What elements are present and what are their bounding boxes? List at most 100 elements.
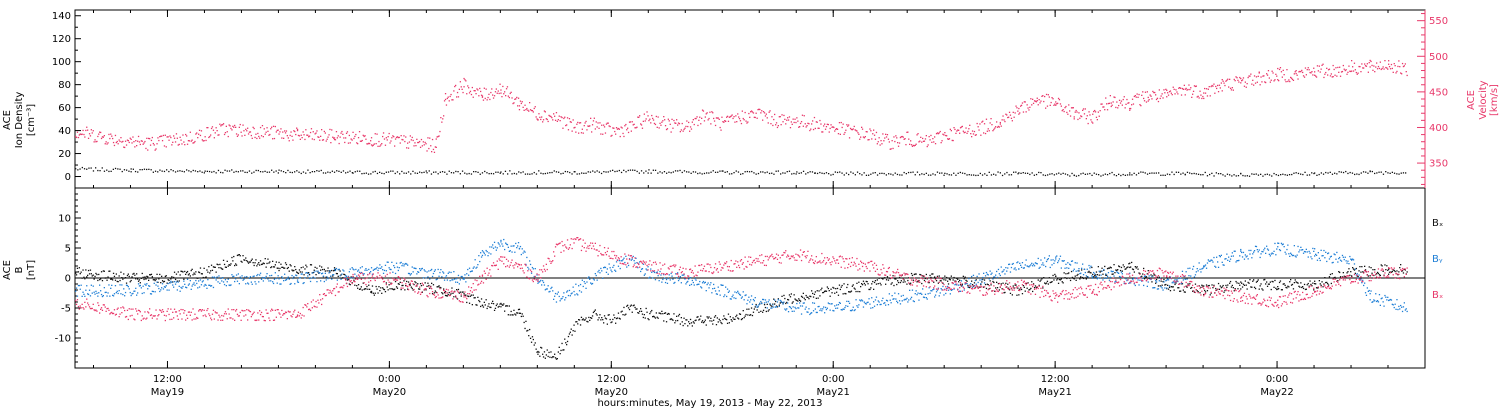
bx-point	[762, 312, 763, 313]
velocity-point	[190, 132, 191, 133]
velocity-point	[376, 143, 377, 144]
velocity-point	[576, 124, 577, 125]
velocity-point	[1090, 119, 1091, 120]
density-point	[610, 170, 611, 171]
velocity-point	[1329, 69, 1330, 70]
density-point	[327, 172, 328, 173]
bx-point	[251, 260, 252, 261]
velocity-point	[552, 119, 553, 120]
bx-point	[829, 290, 830, 291]
density-point	[1358, 174, 1359, 175]
by-point	[680, 276, 681, 277]
velocity-point	[867, 131, 868, 132]
velocity-point	[104, 135, 105, 136]
by-point	[808, 308, 809, 309]
bx-point	[482, 305, 483, 306]
velocity-point	[168, 140, 169, 141]
velocity-point	[692, 122, 693, 123]
velocity-point	[1383, 68, 1384, 69]
velocity-point	[916, 144, 917, 145]
density-point	[497, 172, 498, 173]
density-point	[1196, 173, 1197, 174]
velocity-point	[229, 125, 230, 126]
velocity-point	[1077, 119, 1078, 120]
density-point	[503, 173, 504, 174]
bx-point	[387, 286, 388, 287]
bx-point	[1038, 279, 1039, 280]
velocity-point	[703, 110, 704, 111]
by-point	[187, 279, 188, 280]
velocity-point	[1361, 63, 1362, 64]
bx-point	[784, 298, 785, 299]
by-point	[600, 268, 601, 269]
velocity-point	[1094, 110, 1095, 111]
density-point	[1396, 173, 1397, 174]
bx-point	[426, 286, 427, 287]
by-point	[1073, 270, 1074, 271]
velocity-point	[442, 118, 443, 119]
bx-point	[1121, 267, 1122, 268]
velocity-point	[636, 127, 637, 128]
velocity-point	[1164, 92, 1165, 93]
by-point	[976, 284, 977, 285]
bx-point	[82, 278, 83, 279]
bx-point	[650, 311, 651, 312]
velocity-point	[1216, 88, 1217, 89]
by-point	[391, 262, 392, 263]
bx-point	[570, 332, 571, 333]
velocity-point	[420, 147, 421, 148]
by-point	[906, 298, 907, 299]
bx-point	[1295, 279, 1296, 280]
by-point	[161, 287, 162, 288]
velocity-point	[320, 136, 321, 137]
bx-point	[189, 273, 190, 274]
bx-point	[1137, 269, 1138, 270]
by-point	[623, 258, 624, 259]
bx-point	[792, 303, 793, 304]
velocity-point	[1370, 61, 1371, 62]
bx-point	[1215, 288, 1216, 289]
velocity-point	[403, 135, 404, 136]
velocity-point	[479, 88, 480, 89]
bx-point	[1097, 274, 1098, 275]
density-point	[1176, 172, 1177, 173]
bx-point	[1034, 287, 1035, 288]
bx-point	[1223, 292, 1224, 293]
bx-point	[549, 357, 550, 358]
velocity-point	[347, 131, 348, 132]
density-point	[1343, 172, 1344, 173]
velocity-point	[245, 129, 246, 130]
by-point	[482, 250, 483, 251]
velocity-tick-label: 550	[1429, 16, 1448, 27]
bx-point	[1055, 276, 1056, 277]
density-point	[442, 171, 443, 172]
velocity-point	[209, 136, 210, 137]
bx-point	[524, 322, 525, 323]
bx-point	[744, 317, 745, 318]
bx-point	[158, 278, 159, 279]
by-point	[110, 288, 111, 289]
density-tick-label: 60	[58, 103, 71, 114]
velocity-point	[545, 111, 546, 112]
bx-point	[523, 316, 524, 317]
bx-point	[750, 314, 751, 315]
density-point	[1080, 173, 1081, 174]
by-point	[171, 282, 172, 283]
velocity-point	[93, 130, 94, 131]
velocity-point	[399, 137, 400, 138]
velocity-point	[601, 125, 602, 126]
velocity-point	[602, 134, 603, 135]
velocity-point	[966, 133, 967, 134]
bx-point	[208, 266, 209, 267]
velocity-point	[1222, 79, 1223, 80]
velocity-point	[1297, 75, 1298, 76]
bx-point	[1155, 283, 1156, 284]
bx-point	[1021, 289, 1022, 290]
density-point	[780, 173, 781, 174]
velocity-point	[1088, 111, 1089, 112]
by-point	[747, 300, 748, 301]
density-point	[1029, 174, 1030, 175]
bx-point	[367, 289, 368, 290]
bx-point	[136, 273, 137, 274]
bx-point	[934, 276, 935, 277]
